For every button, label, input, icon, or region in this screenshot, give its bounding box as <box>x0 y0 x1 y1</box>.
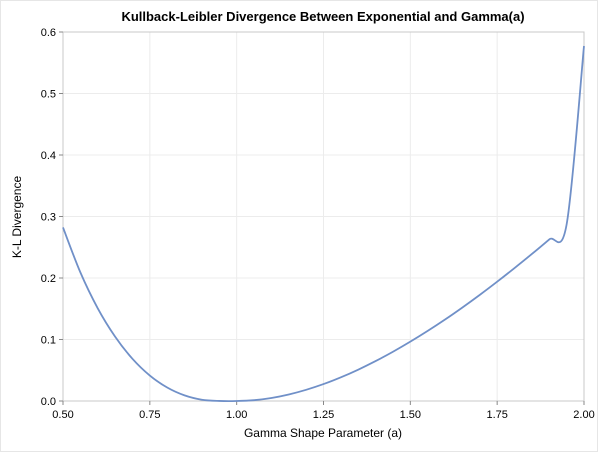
grid <box>62 31 585 402</box>
x-tick-label: 1.75 <box>486 409 507 421</box>
y-tick-label: 0.3 <box>41 212 56 224</box>
x-tick-label: 2.00 <box>573 409 594 421</box>
y-tick-label: 0.2 <box>41 273 56 285</box>
series-line <box>62 45 585 402</box>
x-axis-label: Gamma Shape Parameter (a) <box>244 426 402 440</box>
y-tick-label: 0.5 <box>41 89 56 101</box>
y-tick-label: 0.4 <box>41 150 56 162</box>
x-tick-label: 1.50 <box>400 409 421 421</box>
y-tick-label: 0.0 <box>41 396 56 408</box>
x-tick-label: 1.00 <box>226 409 247 421</box>
x-tick-label: 0.50 <box>52 409 73 421</box>
axis-ticks: 0.50 0.75 1.00 1.25 1.50 1.75 2.00 0.0 0.1 0.2 0.3… <box>41 27 595 421</box>
x-tick-label: 1.25 <box>313 409 334 421</box>
y-tick-label: 0.6 <box>41 27 56 39</box>
x-tick-label: 0.75 <box>139 409 160 421</box>
y-axis-label: K-L Divergence <box>10 176 24 259</box>
y-tick-label: 0.1 <box>41 335 56 347</box>
chart-title: Kullback-Leibler Divergence Between Expo… <box>121 9 524 24</box>
